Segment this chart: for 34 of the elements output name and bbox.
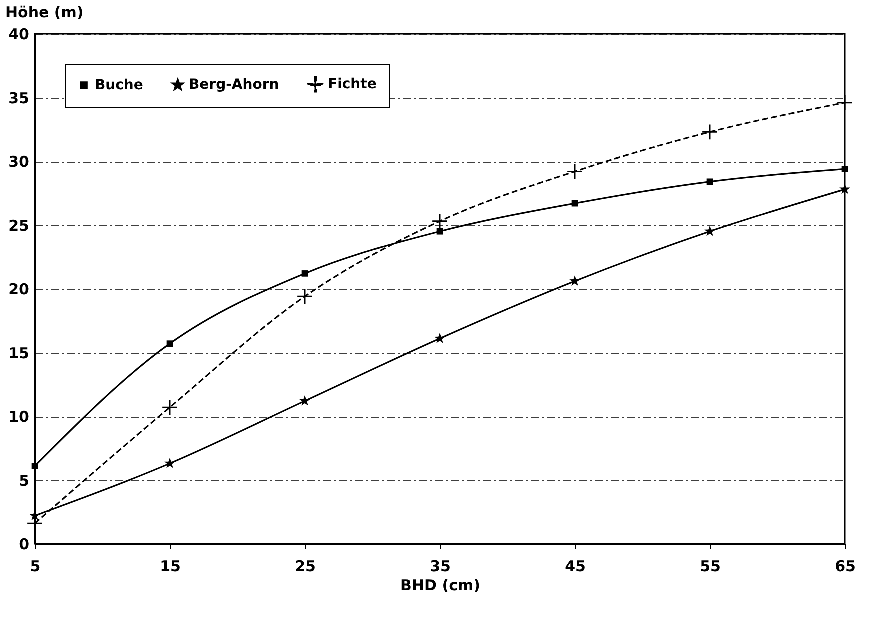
legend-label: Berg-Ahorn: [189, 77, 280, 94]
y-tick-label: 10: [8, 408, 30, 426]
point: [302, 270, 308, 277]
point: [706, 178, 714, 186]
legend-label: Buche: [95, 78, 144, 94]
x-tick-label: 5: [30, 558, 41, 576]
x-tick-label: 45: [565, 558, 586, 576]
x-tick-label: 35: [430, 558, 451, 576]
x-tick-label: 25: [295, 558, 316, 576]
point: [842, 166, 848, 172]
y-tick-label: 15: [8, 344, 30, 362]
point: [300, 396, 310, 406]
point: [436, 228, 444, 235]
x-axis-title: BHD (cm): [400, 576, 480, 594]
x-tick-label: 55: [700, 558, 721, 576]
y-tick-label: 0: [19, 536, 30, 554]
y-tick-label: 20: [8, 280, 30, 298]
y-tick-label: 5: [19, 472, 30, 490]
point: [166, 340, 174, 347]
y-tick-label: 40: [8, 26, 30, 44]
x-tick-label: 65: [835, 558, 856, 576]
y-axis-title: Höhe (m): [6, 4, 84, 22]
point: [434, 333, 446, 344]
point: [32, 463, 38, 470]
point: [704, 226, 716, 236]
point: [30, 510, 40, 521]
point: [164, 458, 176, 468]
point: [572, 200, 578, 207]
y-tick-label: 30: [8, 153, 30, 171]
legend-label: Fichte: [328, 76, 377, 93]
point: [570, 276, 580, 286]
y-tick-label: 35: [8, 89, 30, 108]
x-tick-label: 15: [160, 558, 181, 576]
y-tick-label: 25: [8, 216, 30, 235]
